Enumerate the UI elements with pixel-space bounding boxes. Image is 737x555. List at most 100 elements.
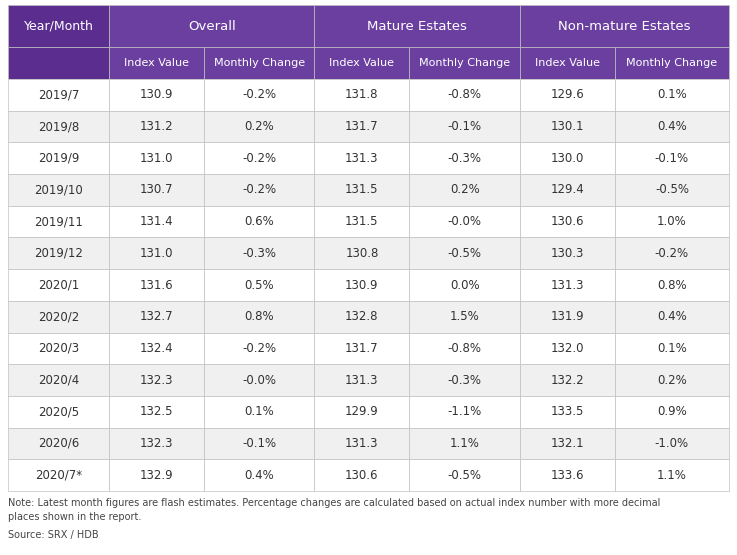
- Text: 131.9: 131.9: [551, 310, 584, 323]
- Text: 1.1%: 1.1%: [450, 437, 480, 450]
- Bar: [315, 47, 409, 79]
- Text: 0.8%: 0.8%: [245, 310, 274, 323]
- Bar: [520, 427, 615, 460]
- Bar: [520, 364, 615, 396]
- Text: 130.8: 130.8: [345, 247, 379, 260]
- Text: 131.3: 131.3: [551, 279, 584, 291]
- Bar: [109, 269, 204, 301]
- Bar: [315, 143, 409, 174]
- Bar: [8, 174, 109, 206]
- Bar: [315, 238, 409, 269]
- Text: Monthly Change: Monthly Change: [419, 58, 510, 68]
- Text: 129.6: 129.6: [551, 88, 584, 102]
- Text: -1.1%: -1.1%: [447, 405, 482, 418]
- Bar: [204, 110, 315, 143]
- Bar: [8, 427, 109, 460]
- Bar: [204, 174, 315, 206]
- Bar: [615, 110, 729, 143]
- Bar: [109, 143, 204, 174]
- Text: 2019/8: 2019/8: [38, 120, 79, 133]
- Text: 2020/6: 2020/6: [38, 437, 79, 450]
- Text: 133.6: 133.6: [551, 468, 584, 482]
- Bar: [204, 47, 315, 79]
- Bar: [109, 460, 204, 491]
- Bar: [409, 143, 520, 174]
- Bar: [520, 396, 615, 427]
- Text: 130.9: 130.9: [140, 88, 173, 102]
- Bar: [109, 301, 204, 332]
- Text: -0.2%: -0.2%: [655, 247, 689, 260]
- Bar: [409, 364, 520, 396]
- Text: 131.3: 131.3: [345, 152, 379, 165]
- Bar: [315, 301, 409, 332]
- Bar: [109, 396, 204, 427]
- Bar: [204, 427, 315, 460]
- Text: Source: SRX / HDB: Source: SRX / HDB: [8, 530, 99, 540]
- Bar: [520, 79, 615, 110]
- Text: 0.2%: 0.2%: [450, 183, 480, 196]
- Bar: [315, 427, 409, 460]
- Text: 2020/4: 2020/4: [38, 374, 79, 387]
- Text: 132.2: 132.2: [551, 374, 584, 387]
- Text: 2020/5: 2020/5: [38, 405, 79, 418]
- Text: -0.1%: -0.1%: [242, 437, 276, 450]
- Text: -0.5%: -0.5%: [447, 468, 482, 482]
- Text: -0.3%: -0.3%: [447, 152, 482, 165]
- Text: 132.1: 132.1: [551, 437, 584, 450]
- Bar: [315, 269, 409, 301]
- Bar: [315, 364, 409, 396]
- Text: -0.8%: -0.8%: [447, 342, 482, 355]
- Bar: [615, 269, 729, 301]
- Text: -0.8%: -0.8%: [447, 88, 482, 102]
- Text: Note: Latest month figures are flash estimates. Percentage changes are calculate: Note: Latest month figures are flash est…: [8, 498, 660, 508]
- Text: -0.1%: -0.1%: [447, 120, 482, 133]
- Bar: [204, 301, 315, 332]
- Text: 130.0: 130.0: [551, 152, 584, 165]
- Bar: [409, 332, 520, 364]
- Bar: [109, 5, 315, 47]
- Text: -0.3%: -0.3%: [447, 374, 482, 387]
- Text: 131.5: 131.5: [345, 215, 379, 228]
- Text: 131.2: 131.2: [139, 120, 173, 133]
- Text: -1.0%: -1.0%: [655, 437, 689, 450]
- Bar: [204, 143, 315, 174]
- Bar: [615, 364, 729, 396]
- Text: Index Value: Index Value: [329, 58, 394, 68]
- Bar: [615, 143, 729, 174]
- Text: 131.7: 131.7: [345, 120, 379, 133]
- Bar: [315, 110, 409, 143]
- Bar: [315, 5, 520, 47]
- Bar: [520, 238, 615, 269]
- Bar: [315, 79, 409, 110]
- Bar: [315, 174, 409, 206]
- Bar: [109, 47, 204, 79]
- Bar: [520, 47, 615, 79]
- Text: 132.8: 132.8: [345, 310, 379, 323]
- Text: 130.6: 130.6: [345, 468, 379, 482]
- Text: 130.6: 130.6: [551, 215, 584, 228]
- Bar: [8, 364, 109, 396]
- Bar: [109, 427, 204, 460]
- Text: 0.0%: 0.0%: [450, 279, 480, 291]
- Text: Mature Estates: Mature Estates: [367, 19, 467, 33]
- Bar: [409, 460, 520, 491]
- Bar: [615, 174, 729, 206]
- Text: 132.3: 132.3: [140, 437, 173, 450]
- Text: Index Value: Index Value: [124, 58, 189, 68]
- Bar: [204, 460, 315, 491]
- Text: places shown in the report.: places shown in the report.: [8, 512, 142, 522]
- Bar: [109, 206, 204, 238]
- Text: 133.5: 133.5: [551, 405, 584, 418]
- Bar: [315, 332, 409, 364]
- Text: 132.0: 132.0: [551, 342, 584, 355]
- Text: 131.0: 131.0: [140, 152, 173, 165]
- Text: 2020/2: 2020/2: [38, 310, 79, 323]
- Text: 132.3: 132.3: [140, 374, 173, 387]
- Bar: [8, 5, 109, 47]
- Text: 0.1%: 0.1%: [244, 405, 274, 418]
- Bar: [8, 143, 109, 174]
- Text: 130.9: 130.9: [345, 279, 379, 291]
- Bar: [8, 396, 109, 427]
- Text: 131.8: 131.8: [345, 88, 379, 102]
- Text: 131.3: 131.3: [345, 437, 379, 450]
